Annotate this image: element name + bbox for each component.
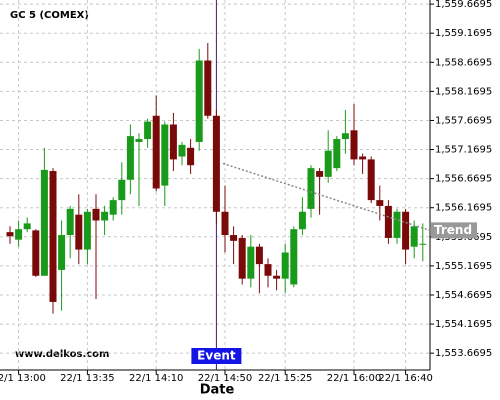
candle-body: [23, 223, 31, 230]
candle-body: [75, 214, 83, 250]
x-tick-label: 22/1 16:40: [378, 373, 432, 384]
candle-body: [341, 133, 349, 140]
candle-body: [350, 130, 358, 160]
candle-body: [316, 171, 324, 177]
candle-body: [40, 169, 48, 276]
candle-body: [367, 159, 375, 201]
x-tick-label: 22/1 15:25: [258, 373, 312, 384]
candle-body: [298, 211, 306, 230]
candle-body: [281, 252, 289, 279]
y-tick-label: 1,558.1695: [435, 86, 492, 97]
y-tick-label: 1,556.1695: [435, 203, 492, 214]
y-tick-label: 1,554.1695: [435, 319, 492, 330]
x-axis-label: Date: [200, 383, 235, 398]
candle-body: [255, 246, 263, 265]
y-tick-label: 1,553.6695: [435, 348, 492, 359]
candle-body: [393, 211, 401, 238]
candle-body: [187, 147, 195, 166]
candle-body: [126, 136, 134, 180]
candle-body: [273, 275, 281, 279]
candle-body: [384, 205, 392, 238]
x-tick-label: 22/1 14:50: [198, 373, 252, 384]
y-tick-label: 1,555.1695: [435, 261, 492, 272]
candle-body: [410, 226, 418, 247]
y-tick-label: 1,559.1695: [435, 28, 492, 39]
candle-body: [230, 235, 238, 241]
candle-body: [83, 211, 91, 250]
candle-body: [419, 243, 427, 245]
x-tick-label: 22/1 13:35: [60, 373, 114, 384]
y-tick-label: 1,554.6695: [435, 290, 492, 301]
x-tick-label: 22/1 14:10: [129, 373, 183, 384]
trend-label: Trend: [434, 223, 472, 237]
candle-body: [238, 237, 246, 279]
candle-body: [221, 211, 229, 236]
watermark: www.delkos.com: [15, 349, 109, 360]
candle-body: [118, 179, 126, 201]
candle-body: [6, 232, 14, 237]
candle-body: [402, 211, 410, 250]
candle-body: [178, 144, 186, 157]
candle-body: [32, 230, 40, 276]
candle-body: [324, 150, 332, 177]
candle-body: [92, 208, 100, 221]
candle-body: [290, 229, 298, 285]
candle-body: [359, 156, 367, 160]
trend-label-box: [431, 222, 477, 239]
candle-body: [152, 115, 160, 189]
candle-body: [264, 264, 272, 276]
event-label-box: [191, 348, 242, 364]
x-tick-label: 22/1 16:00: [327, 373, 381, 384]
candle-body: [204, 60, 212, 116]
candle-body: [15, 229, 23, 240]
candle-body: [247, 246, 255, 279]
x-tick-label: 22/1 13:00: [0, 373, 46, 384]
candle-body: [307, 168, 315, 209]
candle-body: [161, 124, 169, 186]
candle-body: [169, 124, 177, 160]
y-tick-label: 1,559.6695: [435, 0, 492, 10]
candle-body: [333, 139, 341, 169]
y-tick-label: 1,556.6695: [435, 174, 492, 185]
candle-body: [49, 171, 57, 302]
trend-line: [222, 162, 431, 232]
y-tick-label: 1,558.6695: [435, 57, 492, 68]
candle-body: [58, 235, 66, 270]
candle-body: [144, 121, 152, 140]
y-tick-label: 1,557.6695: [435, 115, 492, 126]
event-label: Event: [197, 349, 236, 363]
candle-body: [212, 115, 220, 212]
y-tick-label: 1,557.1695: [435, 145, 492, 156]
candle-body: [135, 139, 143, 142]
candle-body: [376, 200, 384, 206]
candle-body: [109, 200, 117, 215]
candle-body: [66, 208, 74, 236]
candle-body: [195, 60, 203, 142]
candle-body: [101, 211, 109, 221]
chart-title: GC 5 (COMEX): [10, 10, 89, 21]
